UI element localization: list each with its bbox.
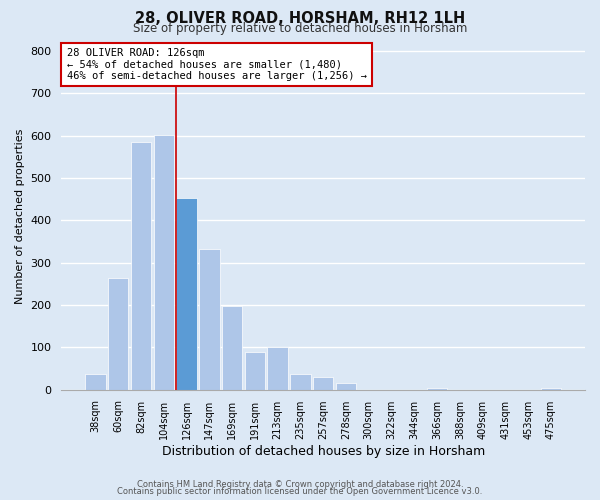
Bar [131,142,151,390]
Bar [199,248,220,390]
Bar [427,388,448,390]
Bar [222,306,242,390]
Text: Contains HM Land Registry data © Crown copyright and database right 2024.: Contains HM Land Registry data © Crown c… [137,480,463,489]
Bar [108,278,128,390]
Bar [268,348,288,390]
Bar [176,198,197,390]
X-axis label: Distribution of detached houses by size in Horsham: Distribution of detached houses by size … [161,444,485,458]
Bar [336,384,356,390]
Bar [245,352,265,390]
Text: 28, OLIVER ROAD, HORSHAM, RH12 1LH: 28, OLIVER ROAD, HORSHAM, RH12 1LH [135,11,465,26]
Y-axis label: Number of detached properties: Number of detached properties [15,128,25,304]
Bar [290,374,311,390]
Text: 28 OLIVER ROAD: 126sqm
← 54% of detached houses are smaller (1,480)
46% of semi-: 28 OLIVER ROAD: 126sqm ← 54% of detached… [67,48,367,81]
Text: Contains public sector information licensed under the Open Government Licence v3: Contains public sector information licen… [118,487,482,496]
Bar [85,374,106,390]
Text: Size of property relative to detached houses in Horsham: Size of property relative to detached ho… [133,22,467,35]
Bar [313,376,334,390]
Bar [154,135,174,390]
Bar [541,388,561,390]
